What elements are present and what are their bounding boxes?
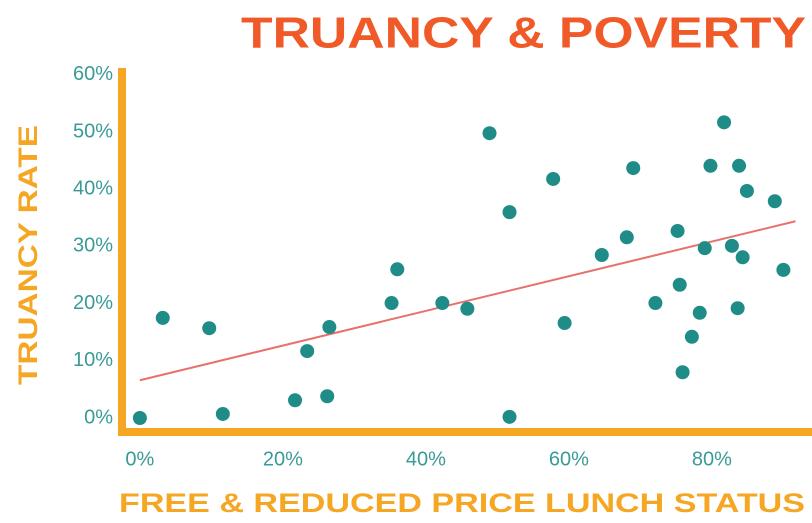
point: [776, 262, 791, 277]
point: [730, 301, 745, 316]
point: [739, 183, 754, 198]
point: [724, 238, 739, 253]
point: [202, 321, 217, 336]
point: [460, 301, 475, 316]
point: [692, 305, 707, 320]
x-tick-label: 60%: [549, 448, 589, 470]
point: [703, 158, 718, 173]
point: [697, 241, 712, 256]
x-tick-label: 40%: [406, 448, 446, 470]
y-tick-label: 30%: [73, 235, 113, 257]
point: [288, 393, 303, 408]
point: [502, 409, 517, 424]
point: [482, 126, 497, 141]
point: [300, 344, 315, 359]
point: [670, 223, 685, 238]
x-tick-label: 20%: [263, 448, 303, 470]
point: [557, 316, 572, 331]
x-tick-label: 0%: [125, 448, 154, 470]
point: [648, 296, 663, 311]
y-tick-label: 60%: [73, 63, 113, 85]
point: [155, 310, 170, 325]
chart-title: TRUANCY & POVERTY: [241, 9, 806, 58]
point: [322, 320, 337, 335]
x-axis-title: FREE & REDUCED PRICE LUNCH STATUS: [119, 488, 805, 518]
point: [675, 365, 690, 380]
point: [384, 296, 399, 311]
point: [672, 277, 687, 292]
x-axis-bar: [118, 428, 812, 436]
point: [732, 158, 747, 173]
y-axis-title: TRUANCY RATE: [13, 125, 43, 385]
point: [619, 230, 634, 245]
trend-line: [139, 220, 796, 382]
y-tick-label: 50%: [73, 120, 113, 142]
point: [684, 329, 699, 344]
point: [546, 171, 561, 186]
y-axis-bar: [118, 68, 126, 436]
point: [735, 250, 750, 265]
point: [435, 296, 450, 311]
point: [626, 161, 641, 176]
point: [594, 248, 609, 263]
point: [390, 262, 405, 277]
y-tick-label: 40%: [73, 178, 113, 200]
point: [215, 406, 230, 421]
point: [767, 194, 782, 209]
y-tick-label: 20%: [73, 292, 113, 314]
point: [320, 389, 335, 404]
y-tick-label: 10%: [73, 349, 113, 371]
point: [502, 205, 517, 220]
point: [132, 410, 147, 425]
y-tick-label: 0%: [84, 406, 113, 428]
point: [717, 115, 732, 130]
x-tick-label: 80%: [692, 448, 732, 470]
